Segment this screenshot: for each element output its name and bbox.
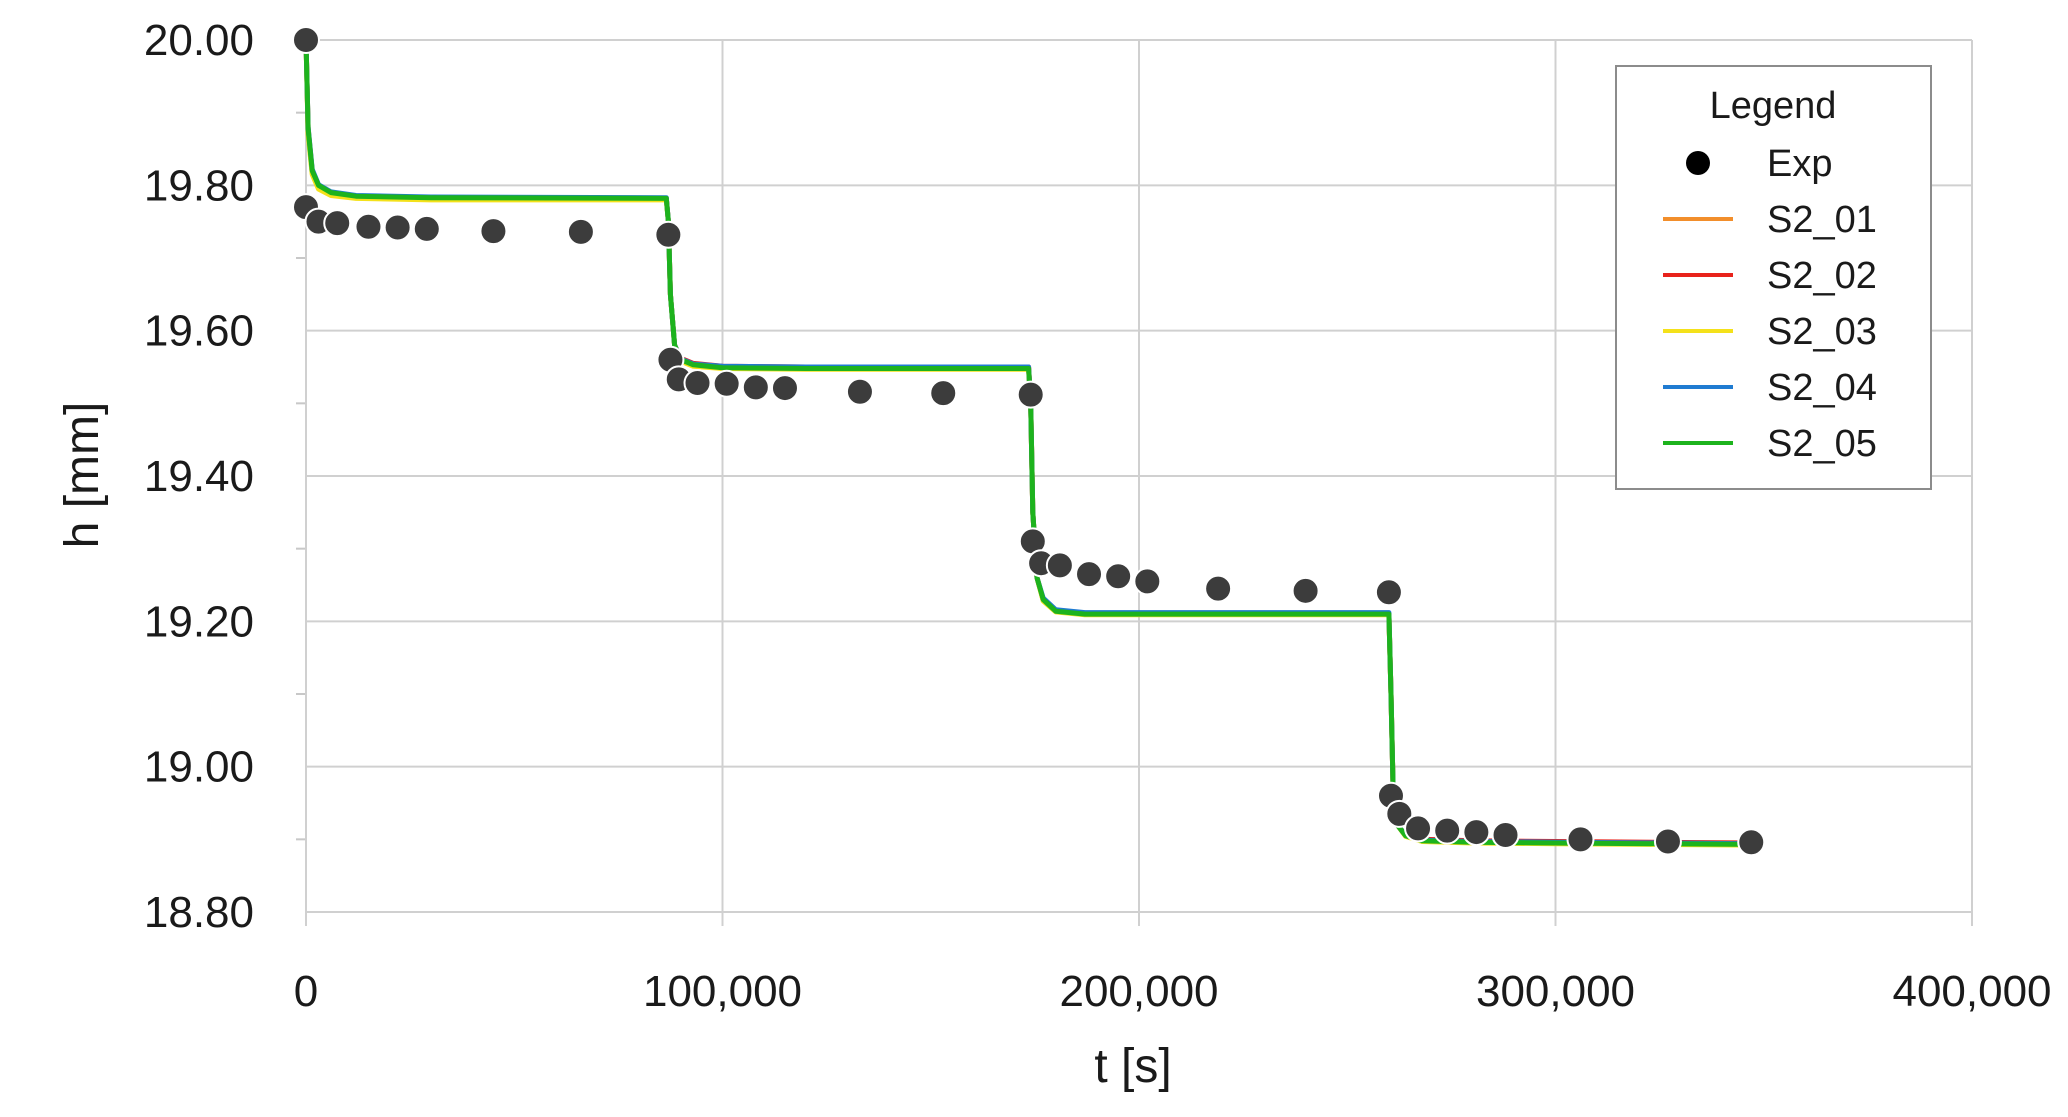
grid-layer (296, 39, 1973, 926)
y-tick-label: 19.40 (144, 452, 254, 501)
series-line-s2-02 (303, 37, 1754, 846)
exp-point (1433, 816, 1462, 845)
legend: Legend Exp S2_01 S2_02 S2_03 S2_04 S2_05 (1615, 65, 1932, 490)
exp-point (566, 217, 595, 246)
exp-point (654, 220, 683, 249)
legend-entries: Exp S2_01 S2_02 S2_03 S2_04 S2_05 (1663, 143, 1877, 465)
exp-point (1133, 567, 1162, 596)
exp-point (323, 209, 352, 238)
exp-point (1204, 574, 1233, 603)
legend-label: S2_02 (1767, 255, 1877, 297)
exp-point (1462, 818, 1491, 847)
exp-point (683, 368, 712, 397)
series-line-s2-01 (303, 37, 1754, 847)
legend-label: S2_05 (1767, 423, 1877, 465)
exp-point (1491, 820, 1520, 849)
exp-point (1075, 560, 1104, 589)
exp-point (1653, 827, 1682, 856)
x-tick-label: 300,000 (1476, 967, 1635, 1016)
exp-point (1291, 576, 1320, 605)
series-layer (303, 37, 1754, 848)
exp-point (712, 369, 741, 398)
exp-point (741, 373, 770, 402)
legend-label: S2_04 (1767, 367, 1877, 409)
y-tick-label: 19.00 (144, 743, 254, 792)
exp-point (383, 213, 412, 242)
x-tick-label: 0 (294, 967, 318, 1016)
series-line-s2-04 (303, 37, 1754, 847)
exp-point (412, 214, 441, 243)
x-axis-title: t [s] (1094, 1040, 1171, 1093)
y-tick-label: 19.60 (144, 307, 254, 356)
exp-point (1566, 825, 1595, 854)
exp-point (292, 26, 320, 54)
y-tick-label: 20.00 (144, 16, 254, 65)
series-line-s2-05 (303, 37, 1754, 847)
x-tick-label: 400,000 (1892, 967, 2051, 1016)
legend-label: S2_01 (1767, 199, 1877, 241)
x-tick-label: 100,000 (643, 967, 802, 1016)
exp-point (1374, 578, 1403, 607)
legend-label: S2_03 (1767, 311, 1877, 353)
y-axis-title: h [mm] (56, 402, 109, 549)
y-tick-label: 18.80 (144, 888, 254, 937)
exp-point (1385, 799, 1414, 828)
exp-point (1104, 562, 1133, 591)
exp-point (929, 379, 958, 408)
tick-label-layer: 18.80 19.00 19.20 19.40 19.60 19.80 20.00 0 100,… (144, 16, 2052, 1016)
exp-point-layer (292, 26, 1766, 857)
legend-box (1615, 65, 1932, 490)
exp-point (1737, 828, 1766, 857)
exp-point (1045, 551, 1074, 580)
legend-label: Exp (1767, 143, 1832, 185)
exp-point (354, 212, 383, 241)
exp-point (770, 374, 799, 403)
x-tick-label: 200,000 (1059, 967, 1218, 1016)
exp-point (479, 217, 508, 246)
y-tick-label: 19.80 (144, 161, 254, 210)
series-line-s2-03 (303, 37, 1754, 848)
legend-title: Legend (1710, 85, 1837, 127)
legend-marker-exp (1686, 151, 1710, 175)
exp-point (1016, 380, 1045, 409)
y-tick-label: 19.20 (144, 597, 254, 646)
exp-point (845, 377, 874, 406)
exp-point (1404, 814, 1433, 843)
